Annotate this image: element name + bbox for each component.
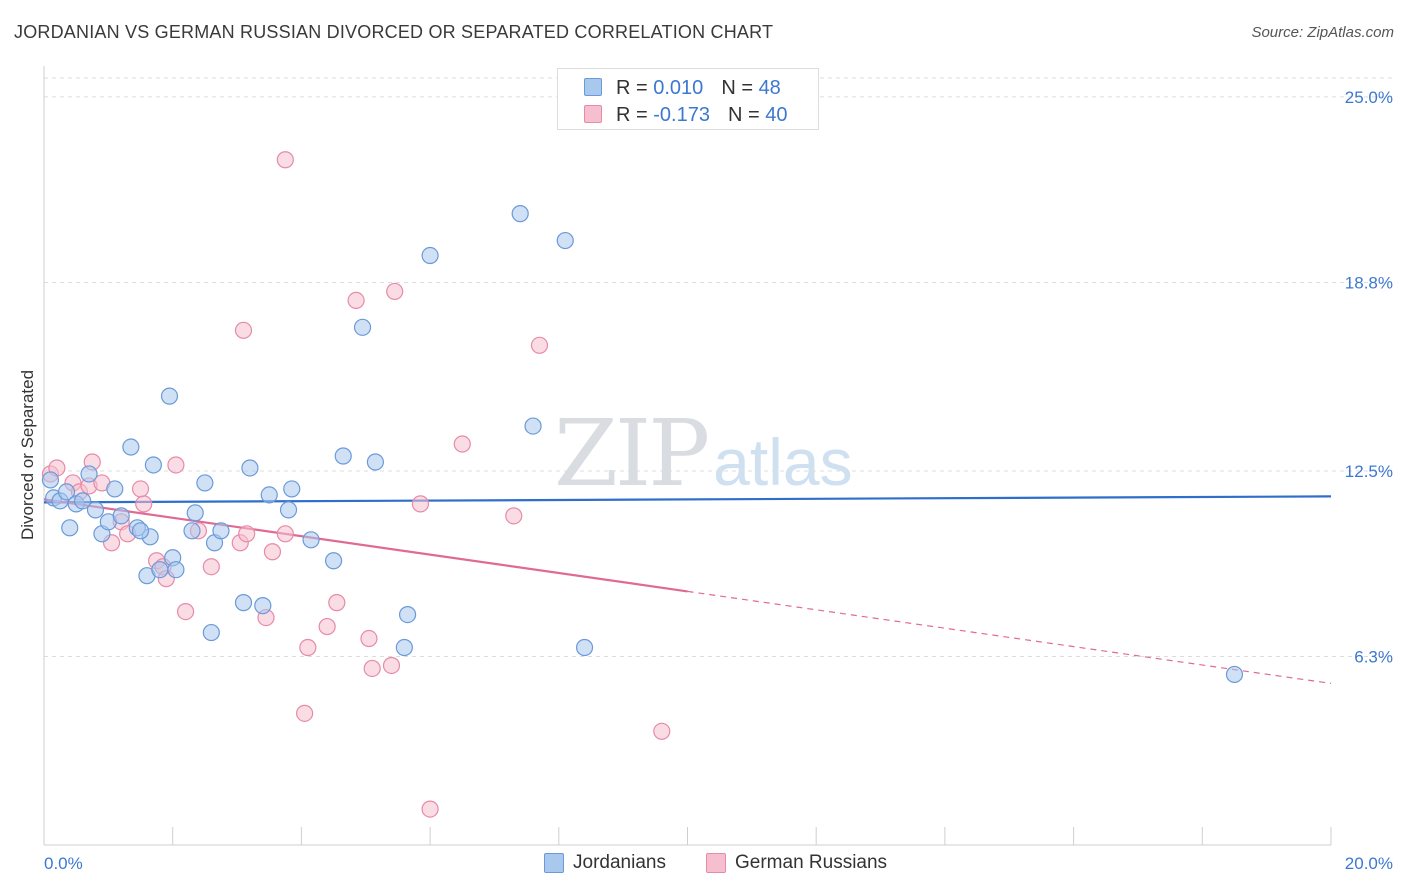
trend-layer [43, 495, 1332, 685]
german-russian-point [276, 151, 294, 169]
series-label-german-russians: German Russians [735, 852, 888, 873]
jordanian-trend-line [43, 495, 1332, 504]
jordanian-point [575, 638, 594, 657]
legend-n-value: 40 [765, 104, 788, 126]
jordanian-point [196, 474, 214, 492]
jordanian-point [395, 638, 413, 657]
jordanian-point [183, 522, 201, 540]
jordanian-point [106, 480, 124, 498]
series-swatch-jordanians [544, 853, 564, 873]
german-russian-point [263, 543, 282, 561]
jordanian-point [57, 483, 76, 501]
jordanian-point [212, 522, 230, 540]
y-tick-label: 6.3% [1354, 647, 1393, 666]
jordanian-point [353, 318, 372, 336]
jordanian-point [186, 504, 204, 522]
legend-swatch-jordanians [584, 78, 602, 96]
jordanian-point [1225, 665, 1244, 684]
x-tick-label: 0.0% [44, 854, 83, 873]
jordanian-point [556, 231, 574, 250]
chart-title: JORDANIAN VS GERMAN RUSSIAN DIVORCED OR … [14, 22, 774, 42]
legend-swatch-german-russians [584, 105, 602, 123]
jordanian-point [74, 492, 92, 510]
jordanian-point [241, 459, 259, 477]
legend-n-label: N = [721, 77, 759, 99]
german-russian-point [421, 800, 439, 818]
german-russian-point [328, 594, 346, 612]
german-russian-point [530, 336, 549, 354]
series-swatch-german-russians [706, 853, 726, 873]
german-russian-point [167, 456, 185, 474]
jordanian-point [86, 501, 105, 519]
jordanian-point [334, 447, 352, 465]
jordanian-point [167, 561, 185, 579]
jordanian-point [302, 531, 320, 549]
y-tick-label: 25.0% [1345, 88, 1393, 107]
jordanian-point [112, 507, 130, 525]
jordanian-point [398, 605, 417, 624]
german-russian-point [299, 638, 317, 657]
x-tick-label: 20.0% [1345, 854, 1393, 873]
jordanian-point [234, 594, 253, 612]
german-russian-point [386, 282, 404, 301]
german-russian-point [411, 495, 430, 513]
jordanian-point [61, 519, 79, 537]
y-tick-label: 18.8% [1345, 273, 1393, 292]
jordanian-point [421, 246, 439, 265]
german-russian-trend-line [43, 498, 688, 593]
jordanian-point [511, 205, 529, 223]
jordanian-point [151, 561, 169, 579]
legend-n-label: N = [727, 104, 766, 126]
german-russian-point [234, 321, 253, 339]
legend-r-value: -0.173 [653, 104, 710, 126]
jordanian-point [260, 486, 278, 504]
jordanian-point [283, 480, 301, 498]
tick-label-layer: 6.3% 12.5% 18.8% 25.0% 0.0% 20.0% [44, 88, 1393, 873]
german-russian-trend-line-extension [687, 590, 1332, 685]
german-russian-point [505, 507, 523, 525]
points-layer [41, 151, 1244, 818]
jordanian-point [254, 597, 272, 615]
german-russian-point [202, 558, 220, 576]
correlation-legend: R = 0.010 N = 48 R = -0.173 N = 40 [557, 68, 819, 130]
german-russian-point [363, 659, 381, 678]
jordanian-point [160, 387, 179, 405]
grid-layer [44, 77, 1392, 657]
legend-n-value: 48 [758, 77, 781, 99]
german-russian-point [276, 525, 294, 543]
legend-r-value: 0.010 [653, 77, 704, 99]
jordanian-point [324, 552, 343, 570]
axis-layer [43, 66, 1332, 846]
legend-r-label: R = [616, 77, 654, 99]
y-tick-label: 12.5% [1345, 462, 1393, 481]
german-russian-point [296, 704, 314, 722]
legend-r-label: R = [616, 104, 654, 126]
german-russian-point [318, 617, 336, 636]
german-russian-point [176, 603, 195, 621]
jordanian-point [524, 417, 542, 435]
jordanian-point [131, 522, 150, 540]
german-russian-point [347, 291, 365, 310]
german-russian-point [131, 480, 150, 498]
german-russian-point [360, 629, 378, 648]
y-axis-label: Divorced or Separated [18, 369, 37, 541]
jordanian-point [41, 471, 60, 489]
jordanian-point [122, 438, 140, 456]
german-russian-point [653, 722, 671, 740]
series-label-jordanians: Jordanians [573, 852, 666, 873]
chart-source: Source: ZipAtlas.com [1251, 24, 1394, 41]
jordanian-point [202, 623, 220, 642]
german-russian-point [135, 495, 153, 513]
german-russian-point [238, 525, 256, 543]
jordanian-point [366, 453, 385, 471]
jordanian-point [80, 465, 98, 483]
german-russian-point [453, 435, 471, 453]
jordanian-point [144, 456, 162, 474]
jordanian-point [279, 501, 298, 519]
german-russian-point [382, 656, 401, 675]
